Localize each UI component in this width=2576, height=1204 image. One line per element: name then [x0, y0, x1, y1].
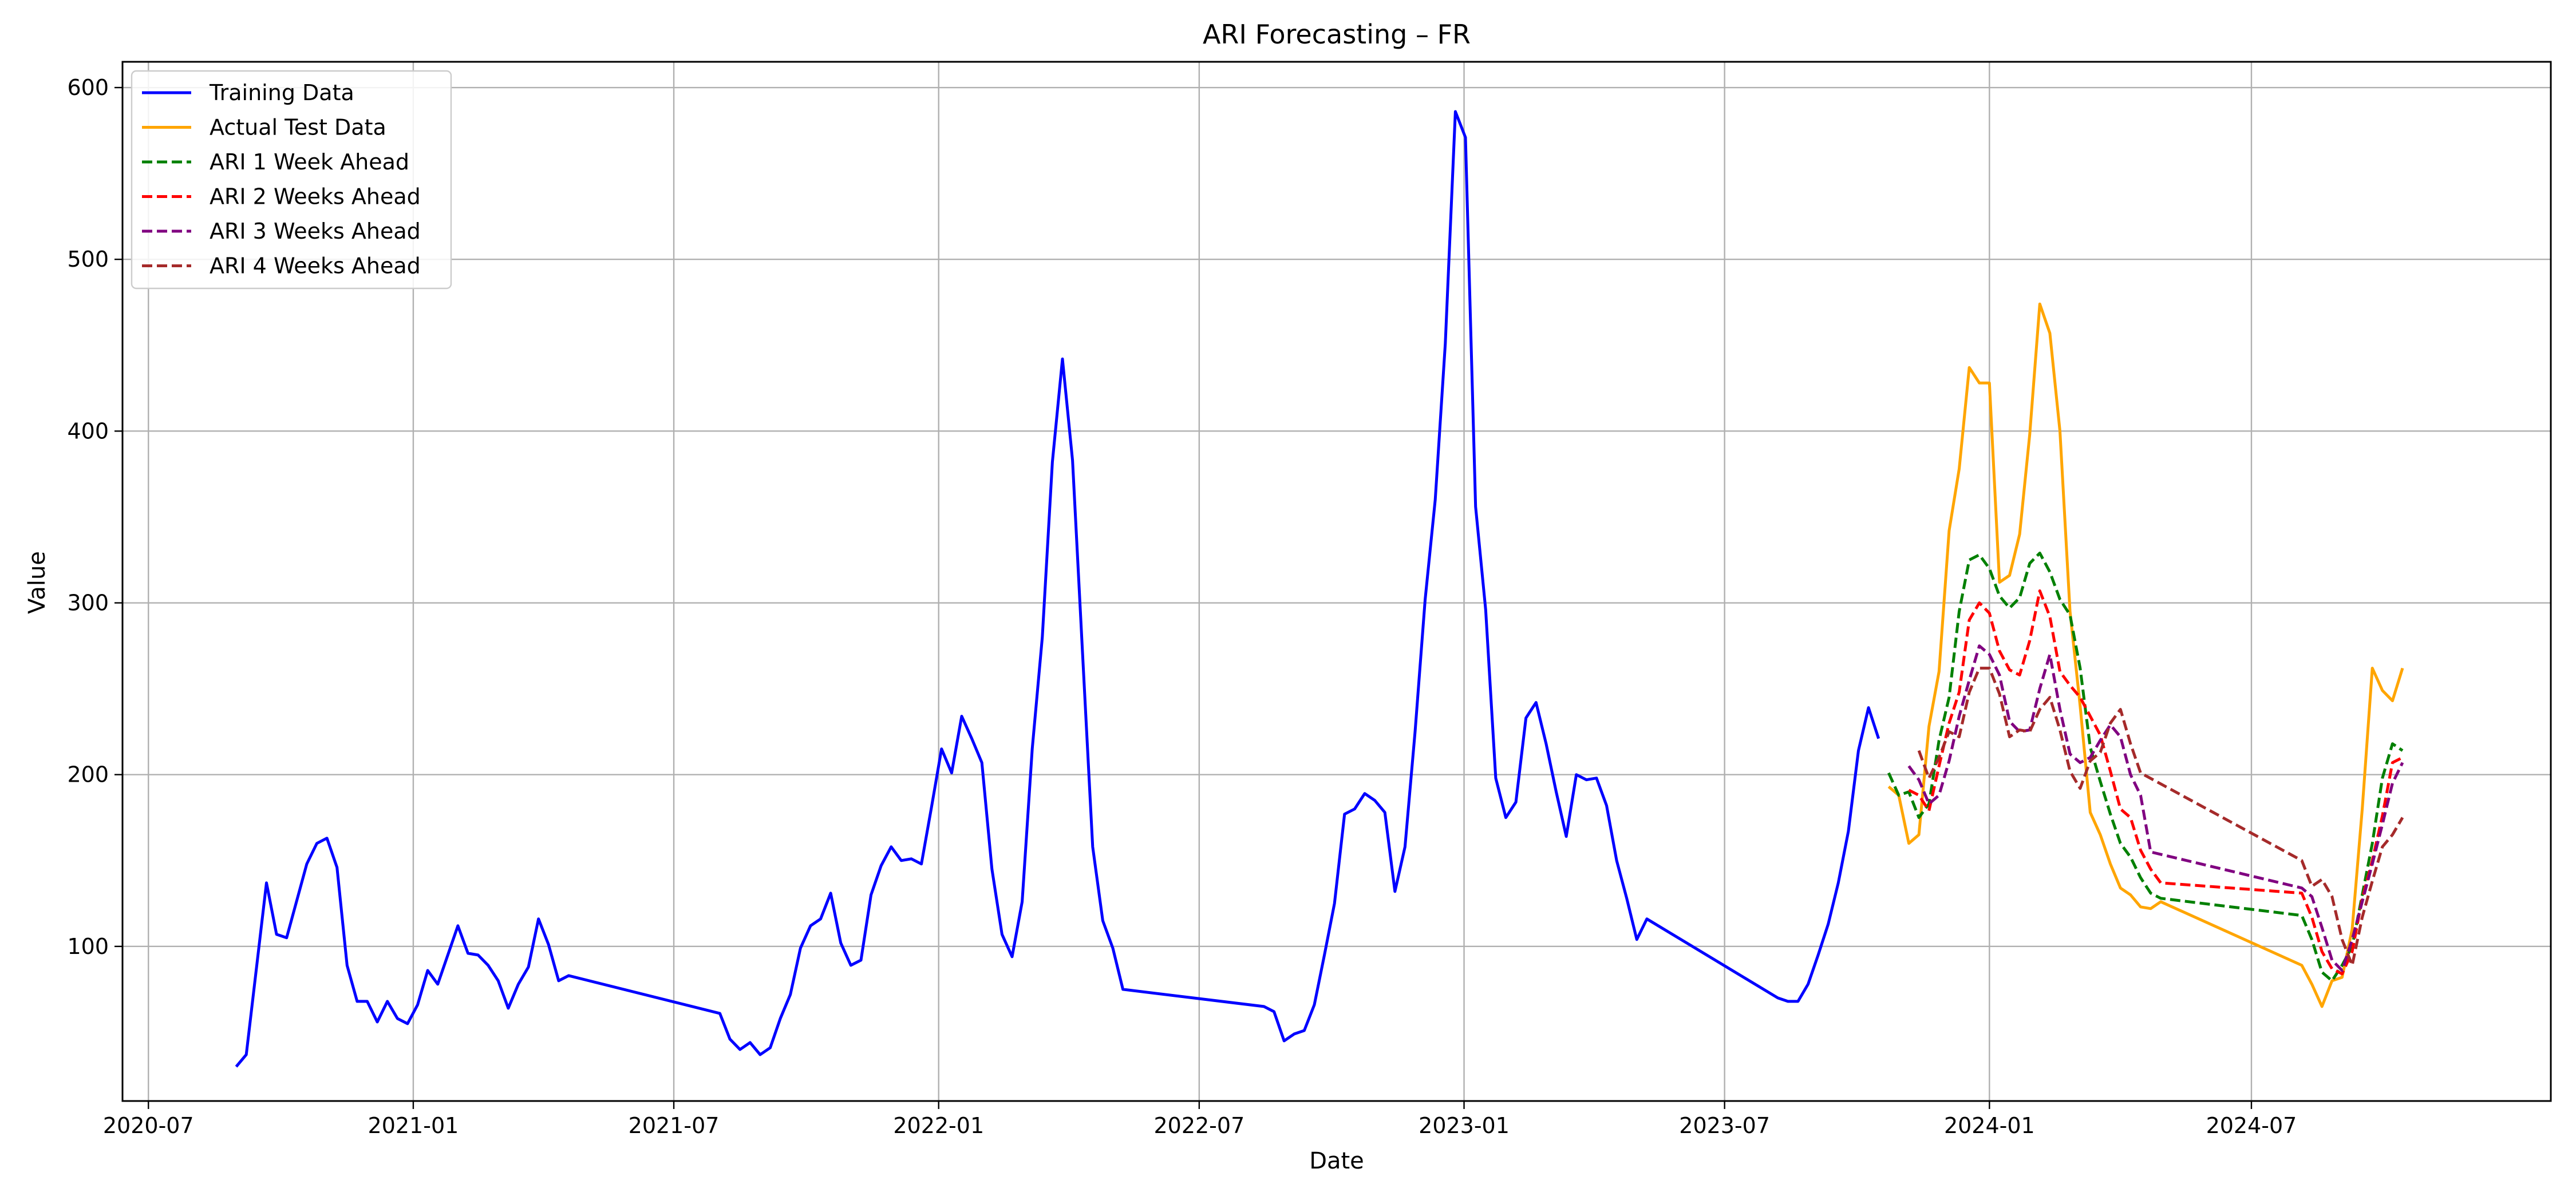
y-tick-label: 200 — [67, 762, 109, 787]
x-tick-label: 2024-07 — [2206, 1113, 2297, 1138]
x-tick-label: 2022-01 — [893, 1113, 984, 1138]
x-tick-label: 2021-01 — [368, 1113, 459, 1138]
series-lines — [235, 110, 2404, 1068]
legend: Training Data Actual Test Data ARI 1 Week … — [131, 70, 452, 290]
actual-test-data-line — [1887, 302, 2404, 1008]
legend-label: ARI 3 Weeks Ahead — [210, 219, 421, 244]
ari-2-weeks-ahead-series — [1908, 589, 2404, 976]
x-tick-label: 2023-07 — [1679, 1113, 1770, 1138]
axis-ticks: 2020-07 2021-01 2021-07 2022-01 2022-07 2023-… — [67, 75, 2297, 1138]
x-tick-label: 2024-01 — [1944, 1113, 2035, 1138]
training-data-series — [235, 110, 1880, 1068]
training-data-line — [235, 110, 1880, 1068]
x-tick-label: 2020-07 — [103, 1113, 194, 1138]
actual-test-data-series — [1887, 302, 2404, 1008]
legend-box — [131, 70, 452, 290]
y-tick-label: 100 — [67, 934, 109, 959]
legend-label: Actual Test Data — [210, 115, 386, 140]
ari-2-weeks-ahead-line — [1908, 589, 2404, 976]
ari-4-weeks-ahead-series — [1917, 667, 2404, 967]
y-tick-label: 300 — [67, 591, 109, 616]
plot-frame — [121, 61, 2552, 1102]
y-tick-label: 600 — [67, 75, 109, 100]
ari-4-weeks-ahead-line — [1917, 667, 2404, 967]
y-tick-label: 500 — [67, 247, 109, 272]
legend-label: ARI 4 Weeks Ahead — [210, 254, 421, 279]
chart-title: ARI Forecasting – FR — [1203, 19, 1471, 50]
x-tick-label: 2023-01 — [1419, 1113, 1510, 1138]
x-tick-label: 2022-07 — [1153, 1113, 1244, 1138]
ari-3-weeks-ahead-line — [1907, 644, 2404, 972]
y-tick-label: 400 — [67, 418, 109, 443]
legend-label: ARI 2 Weeks Ahead — [210, 184, 421, 209]
ari-1-week-ahead-series — [1887, 552, 2404, 983]
y-axis-label: Value — [24, 551, 50, 614]
ari-3-weeks-ahead-series — [1907, 644, 2404, 972]
legend-label: Training Data — [209, 80, 354, 105]
ari-1-week-ahead-line — [1887, 552, 2404, 983]
x-tick-label: 2021-07 — [629, 1113, 720, 1138]
legend-label: ARI 1 Week Ahead — [210, 149, 409, 175]
x-axis-label: Date — [1309, 1148, 1364, 1174]
